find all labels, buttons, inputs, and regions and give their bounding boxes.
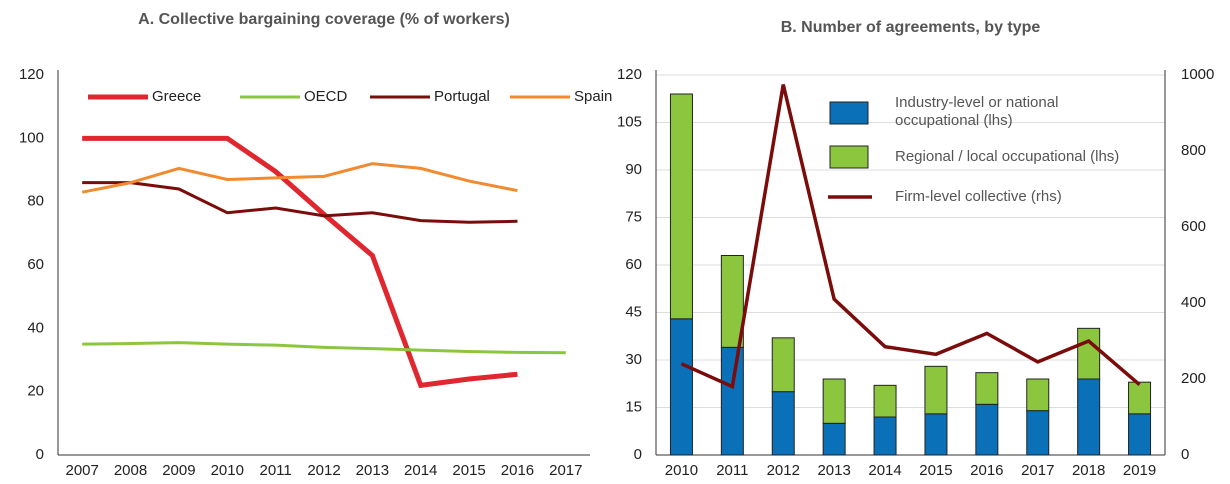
y-tick-label: 0 bbox=[634, 446, 642, 463]
x-tick-label: 2015 bbox=[452, 462, 485, 479]
x-tick-label: 2013 bbox=[817, 462, 850, 479]
x-tick-label: 2015 bbox=[919, 462, 952, 479]
bar-segment bbox=[1077, 327, 1101, 380]
x-tick-label: 2007 bbox=[65, 462, 98, 479]
y-tick-label: 120 bbox=[617, 66, 642, 83]
bar-segment bbox=[1128, 413, 1152, 456]
legend-swatch bbox=[829, 101, 869, 125]
x-tick-label: 2017 bbox=[549, 462, 582, 479]
line-series bbox=[680, 84, 1141, 390]
chart-title: A. Collective bargaining coverage (% of … bbox=[138, 11, 510, 28]
bar-segment bbox=[720, 255, 744, 348]
bar-segment bbox=[822, 422, 846, 456]
y-tick-label: 105 bbox=[617, 113, 642, 130]
bar-segment bbox=[924, 413, 948, 456]
legend-label: Portugal bbox=[434, 88, 490, 105]
bar-segment bbox=[975, 372, 999, 405]
bar-segment bbox=[1026, 410, 1050, 456]
y-tick-label: 40 bbox=[27, 319, 44, 336]
bar-segment bbox=[669, 318, 693, 456]
x-tick-label: 2016 bbox=[501, 462, 534, 479]
line-series bbox=[81, 162, 518, 194]
x-tick-label: 2011 bbox=[716, 462, 748, 479]
line-series bbox=[82, 135, 518, 389]
y2-tick-label: 1000 bbox=[1181, 66, 1214, 83]
y-tick-label: 20 bbox=[27, 383, 44, 400]
bar-segment bbox=[669, 93, 693, 320]
legend-label: OECD bbox=[304, 88, 348, 105]
line-series bbox=[82, 181, 518, 224]
x-tick-label: 2010 bbox=[211, 462, 244, 479]
x-tick-label: 2014 bbox=[404, 462, 437, 479]
bar-segment bbox=[822, 378, 846, 424]
bar-segment bbox=[1026, 378, 1050, 412]
x-tick-label: 2019 bbox=[1123, 462, 1156, 479]
bar-segment bbox=[771, 337, 795, 393]
x-tick-label: 2011 bbox=[260, 462, 292, 479]
bar-segment bbox=[720, 346, 744, 456]
x-tick-label: 2012 bbox=[307, 462, 340, 479]
y-tick-label: 75 bbox=[625, 208, 642, 225]
bar-segment bbox=[1077, 378, 1101, 456]
y-tick-label: 80 bbox=[27, 193, 44, 210]
x-tick-label: 2009 bbox=[162, 462, 195, 479]
y-tick-label: 100 bbox=[19, 129, 44, 146]
bar-segment bbox=[1128, 381, 1152, 415]
y-tick-label: 60 bbox=[625, 256, 642, 273]
y-tick-label: 45 bbox=[625, 303, 642, 320]
legend-label: Regional / local occupational (lhs) bbox=[895, 148, 1120, 165]
y2-tick-label: 800 bbox=[1181, 142, 1206, 159]
x-tick-label: 2010 bbox=[665, 462, 698, 479]
bar-segment bbox=[873, 384, 897, 418]
bar-segment bbox=[771, 391, 795, 456]
bar-segment bbox=[873, 416, 897, 456]
line-series bbox=[82, 341, 566, 355]
x-tick-label: 2012 bbox=[767, 462, 800, 479]
legend-label: Industry-level or national occupational … bbox=[895, 94, 1059, 129]
y2-tick-label: 600 bbox=[1181, 218, 1206, 235]
legend-label: Firm-level collective (rhs) bbox=[895, 188, 1062, 205]
legend-label: Spain bbox=[574, 88, 612, 105]
legend-label: Greece bbox=[152, 88, 201, 105]
chart-title: B. Number of agreements, by type bbox=[781, 19, 1041, 36]
y2-tick-label: 200 bbox=[1181, 370, 1206, 387]
y-tick-label: 15 bbox=[625, 398, 642, 415]
y-tick-label: 60 bbox=[27, 256, 44, 273]
y-tick-label: 90 bbox=[625, 161, 642, 178]
bar-segment bbox=[924, 365, 948, 415]
x-tick-label: 2018 bbox=[1072, 462, 1105, 479]
y-tick-label: 30 bbox=[625, 351, 642, 368]
x-tick-label: 2008 bbox=[114, 462, 147, 479]
bar-segment bbox=[975, 403, 999, 456]
x-tick-label: 2017 bbox=[1021, 462, 1054, 479]
x-tick-label: 2014 bbox=[868, 462, 901, 479]
x-tick-label: 2013 bbox=[356, 462, 389, 479]
y2-tick-label: 0 bbox=[1181, 446, 1189, 463]
y-tick-label: 120 bbox=[19, 66, 44, 83]
legend-swatch bbox=[829, 145, 869, 169]
y-tick-label: 0 bbox=[36, 446, 44, 463]
x-tick-label: 2016 bbox=[970, 462, 1003, 479]
y2-tick-label: 400 bbox=[1181, 294, 1206, 311]
